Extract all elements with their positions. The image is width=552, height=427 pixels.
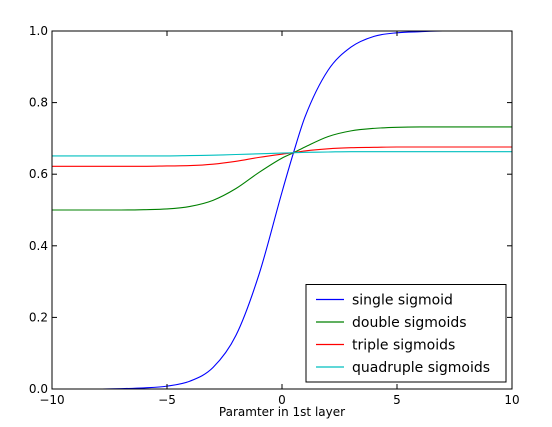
series-line-4 bbox=[52, 151, 512, 157]
y-tick-label: 0.0 bbox=[29, 382, 48, 396]
series-line-3 bbox=[52, 146, 512, 167]
y-tick-label: 1.0 bbox=[29, 24, 48, 38]
y-tick-label: 0.6 bbox=[29, 167, 48, 181]
x-axis-label: Paramter in 1st layer bbox=[219, 405, 345, 419]
x-tick-label: 10 bbox=[504, 393, 519, 407]
ticks-layer: −10 −5 0 5 10 0.0 0.2 0.4 0.6 0.8 1.0 bbox=[29, 24, 520, 407]
legend-box bbox=[305, 284, 507, 383]
legend-label: triple sigmoids bbox=[352, 338, 455, 354]
series-line-2 bbox=[51, 126, 512, 211]
y-tick-label: 0.2 bbox=[29, 310, 48, 324]
legend-label: single sigmoid bbox=[352, 293, 453, 309]
legend-label: quadruple sigmoids bbox=[352, 360, 490, 376]
legend-label: double sigmoids bbox=[352, 315, 467, 331]
x-tick-label: 0 bbox=[278, 393, 286, 407]
y-tick-label: 0.8 bbox=[29, 96, 48, 110]
y-tick-label: 0.4 bbox=[29, 239, 48, 253]
x-tick-label: −10 bbox=[39, 393, 64, 407]
x-tick-label: 5 bbox=[393, 393, 401, 407]
x-tick-label: −5 bbox=[158, 393, 176, 407]
legend: single sigmoid double sigmoids triple sigm… bbox=[305, 284, 507, 383]
